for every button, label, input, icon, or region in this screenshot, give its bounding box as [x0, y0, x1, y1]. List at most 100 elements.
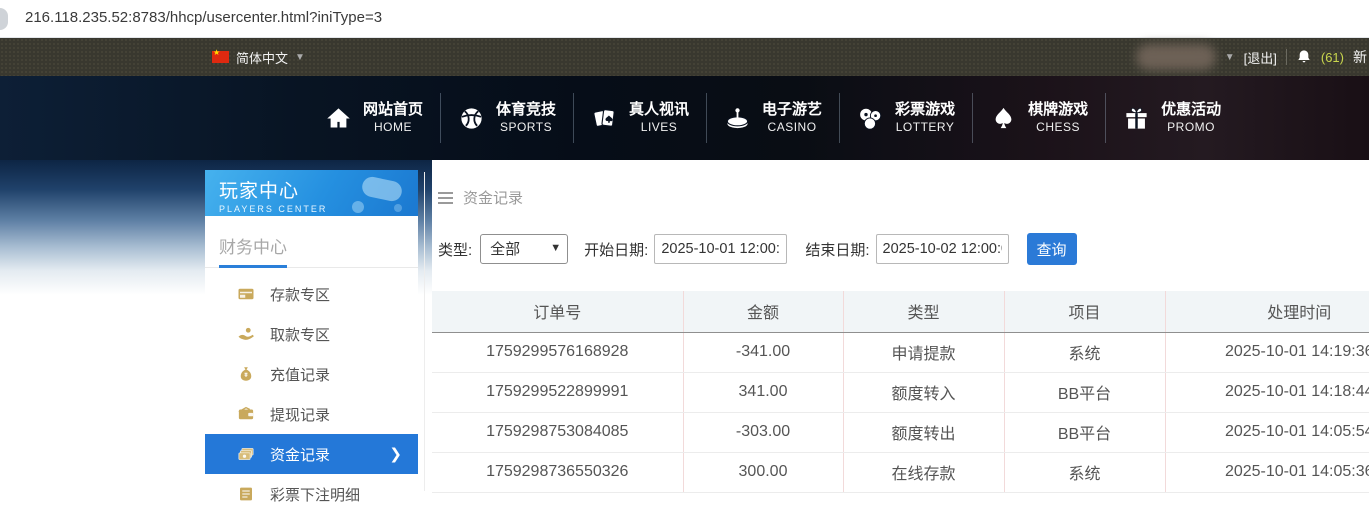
section-underline-accent [219, 265, 287, 268]
nav-divider [972, 93, 974, 143]
table-header-cell: 处理时间 [1165, 291, 1369, 333]
type-select[interactable]: 全部 [480, 234, 569, 264]
table-cell: 2025-10-01 14:18:44 [1165, 372, 1369, 413]
sidebar-header: 玩家中心 PLAYERS CENTER [205, 170, 418, 216]
nav-label-en: LOTTERY [895, 119, 955, 134]
new-badge: 新 [1353, 49, 1367, 65]
nav-label-en: LIVES [640, 119, 678, 134]
table-cell: 1759298753084085 [432, 412, 684, 453]
sidebar-item-deposit-card[interactable]: 存款专区❯ [205, 274, 418, 314]
search-button[interactable]: 查询 [1026, 233, 1077, 265]
sidebar-item-moneybag[interactable]: 充值记录❯ [205, 354, 418, 394]
table-cell: 1759298736550326 [432, 452, 684, 493]
nav-item-promo[interactable]: 优惠活动 PROMO [1106, 101, 1238, 135]
sidebar-item-label: 存款专区 [270, 286, 331, 304]
roulette-icon [726, 107, 749, 128]
chevron-down-icon: ▼ [295, 51, 305, 63]
chevron-right-icon: ❯ [389, 446, 402, 463]
sidebar-item-withdraw-hand[interactable]: 取款专区❯ [205, 314, 418, 354]
chevron-down-icon[interactable]: ▼ [1224, 51, 1235, 63]
nav-label-en: CHESS [1036, 119, 1080, 134]
nav-label-cn: 棋牌游戏 [1028, 101, 1089, 119]
deposit-card-icon [238, 288, 254, 300]
table-row: 1759298736550326 300.00 在线存款 系统 2025-10-01 1… [432, 452, 1369, 493]
nav-label-cn: 电子游艺 [762, 101, 823, 119]
end-date-input[interactable] [875, 234, 1009, 264]
sidebar: 玩家中心 PLAYERS CENTER 财务中心 存款专区❯取款专区❯充值记录❯… [205, 170, 418, 504]
nav-label-cn: 彩票游戏 [895, 101, 956, 119]
list-icon [240, 487, 252, 501]
table-cell: -341.00 [683, 332, 844, 373]
end-date-label: 结束日期: [805, 241, 870, 259]
funds-records-table: 订单号 金额 类型 项目 处理时间 1759299576168928 -341.00 申请提款… [432, 291, 1369, 493]
nav-item-lottery[interactable]: 彩票游戏 LOTTERY [840, 101, 972, 135]
nav-item-lives[interactable]: 真人视讯 LIVES [574, 101, 706, 135]
nav-label-cn: 网站首页 [363, 101, 424, 119]
nav-item-sports[interactable]: 体育竞技 SPORTS [441, 101, 573, 135]
table-cell: 1759299576168928 [432, 332, 684, 373]
user-session-group: ▼ [退出] (61) 新 [1135, 38, 1367, 76]
nav-item-home[interactable]: 网站首页 HOME [308, 101, 440, 135]
table-cell: 2025-10-01 14:05:36 [1165, 452, 1369, 493]
bell-icon[interactable] [1296, 49, 1312, 65]
start-date-label: 开始日期: [584, 241, 649, 259]
nav-list: 网站首页 HOME 体育竞技 SPORTS 真人视讯 LIVES 电子游艺 CASINO 彩票游… [308, 76, 1238, 160]
nav-label-cn: 真人视讯 [629, 101, 690, 119]
sidebar-menu: 存款专区❯取款专区❯充值记录❯提现记录❯ 资金记录 ❯ 彩票下注明细❯ [205, 274, 418, 514]
nav-divider [440, 93, 442, 143]
section-underline [205, 265, 418, 268]
nav-item-casino[interactable]: 电子游艺 CASINO [707, 101, 839, 135]
nav-divider [839, 93, 841, 143]
table-cell: -303.00 [683, 412, 844, 453]
nav-divider [573, 93, 575, 143]
sidebar-item-label: 取款专区 [270, 326, 331, 344]
sidebar-item-banknotes[interactable]: 资金记录 ❯ [205, 434, 418, 474]
sidebar-item-label: 充值记录 [270, 366, 331, 384]
gift-icon [1126, 107, 1147, 129]
gamepad-icon [352, 176, 402, 213]
table-cell: 申请提款 [843, 332, 1005, 373]
sidebar-item-wallet[interactable]: 提现记录❯ [205, 394, 418, 434]
nav-label-en: SPORTS [499, 119, 553, 134]
hamburger-menu-icon [438, 191, 453, 204]
table-cell: BB平台 [1004, 412, 1166, 453]
sidebar-item-list[interactable]: 彩票下注明细❯ [205, 474, 418, 514]
table-cell: 341.00 [683, 372, 844, 413]
nav-item-chess[interactable]: 棋牌游戏 CHESS [973, 101, 1105, 135]
main-navbar: 网站首页 HOME 体育竞技 SPORTS 真人视讯 LIVES 电子游艺 CASINO 彩票游… [0, 76, 1369, 160]
nav-label-en: PROMO [1167, 119, 1216, 134]
notification-count[interactable]: (61) [1320, 49, 1344, 65]
sports-ball-icon [461, 107, 482, 129]
table-cell: 额度转入 [843, 372, 1005, 413]
sidebar-item-label: 彩票下注明细 [270, 486, 361, 504]
page-title: 资金记录 [463, 190, 524, 207]
content-left-divider [424, 172, 425, 491]
table-cell: 300.00 [683, 452, 844, 493]
sidebar-item-label: 资金记录 [270, 446, 331, 464]
table-cell: 系统 [1004, 452, 1166, 493]
session-bar: 简体中文 ▼ ▼ [退出] (61) 新 [0, 38, 1369, 76]
nav-divider [1105, 93, 1107, 143]
playing-cards-icon [593, 108, 615, 127]
sidebar-section-title: 财务中心 [219, 238, 287, 257]
table-header-cell: 订单号 [432, 291, 684, 333]
nav-label-cn: 优惠活动 [1161, 101, 1222, 119]
filter-bar: 类型: 全部 ▼ 开始日期: 结束日期: 查询 [438, 233, 1369, 265]
table-header-cell: 类型 [843, 291, 1005, 333]
sidebar-title: 玩家中心 [219, 181, 300, 202]
nav-label-en: HOME [374, 119, 412, 134]
main-content: 资金记录 类型: 全部 ▼ 开始日期: 结束日期: 查询 订单号金额类型项目处理… [432, 160, 1369, 493]
language-selector[interactable]: 简体中文 ▼ [212, 38, 305, 76]
table-header-cell: 项目 [1004, 291, 1166, 333]
nav-label-cn: 体育竞技 [496, 101, 557, 119]
table-cell: 额度转出 [843, 412, 1005, 453]
browser-control-nub [0, 8, 8, 30]
divider [1285, 49, 1287, 65]
table-cell: BB平台 [1004, 372, 1166, 413]
table-header-cell: 金额 [683, 291, 844, 333]
start-date-input[interactable] [654, 234, 788, 264]
lottery-balls-icon [860, 108, 882, 130]
url-text[interactable]: 216.118.235.52:8783/hhcp/usercenter.html… [25, 9, 383, 26]
logout-link[interactable]: [退出] [1243, 50, 1277, 66]
table-row: 1759299576168928 -341.00 申请提款 系统 2025-10-01 … [432, 332, 1369, 373]
